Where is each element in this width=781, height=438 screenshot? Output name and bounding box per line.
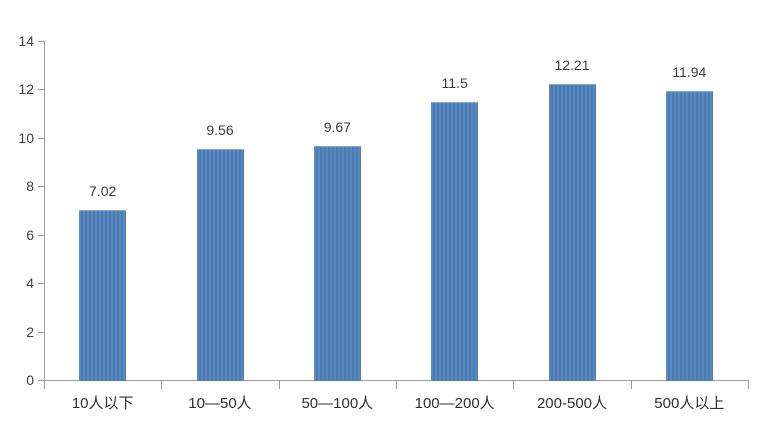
- y-axis-tick: [38, 186, 44, 188]
- y-axis-tick: [38, 380, 44, 381]
- bar-value-label: 9.67: [323, 118, 351, 135]
- x-axis-category-label: 500人以上: [654, 395, 725, 412]
- y-axis-tick: [38, 89, 44, 91]
- bar: [313, 145, 361, 381]
- bar: [431, 101, 479, 381]
- y-axis-tick-label: 0: [26, 372, 34, 388]
- x-axis-line: [44, 380, 749, 381]
- x-axis-category-label: 100—200人: [414, 395, 495, 412]
- y-axis-tick: [38, 137, 44, 139]
- y-axis-tick-label: 10: [18, 129, 34, 146]
- x-axis-tick: [748, 381, 749, 389]
- x-axis-tick: [630, 381, 632, 389]
- y-axis-tick-label: 4: [26, 275, 34, 292]
- x-axis-tick: [278, 381, 280, 389]
- x-axis-tick: [396, 381, 397, 389]
- y-axis-tick: [38, 41, 44, 42]
- x-axis-category-label: 10—50人: [188, 395, 252, 412]
- bar: [665, 90, 713, 381]
- y-axis-tick-label: 2: [26, 323, 34, 340]
- y-axis-tick-label: 12: [18, 81, 34, 98]
- y-axis-tick: [38, 234, 44, 236]
- bar: [196, 148, 244, 381]
- y-axis-tick-label: 8: [26, 178, 34, 195]
- x-axis-tick: [513, 381, 515, 389]
- bar-value-label: 11.5: [441, 74, 468, 91]
- bar-value-label: 11.94: [672, 63, 707, 80]
- bar-value-label: 9.56: [206, 121, 234, 138]
- bar: [79, 210, 127, 381]
- y-axis-tick-label: 14: [18, 33, 34, 49]
- y-axis-tick-label: 6: [26, 226, 34, 243]
- y-axis-tick: [38, 283, 44, 285]
- y-axis-line: [44, 41, 45, 389]
- x-axis-category-label: 50—100人: [301, 395, 374, 412]
- y-axis-tick: [38, 331, 44, 333]
- x-axis-category-label: 200-500人: [536, 395, 608, 412]
- bar: [548, 84, 596, 381]
- x-axis-tick: [161, 381, 163, 389]
- bar-value-label: 7.02: [89, 183, 117, 200]
- bar-value-label: 12.21: [554, 57, 590, 74]
- x-axis-category-label: 10人以下: [71, 395, 134, 412]
